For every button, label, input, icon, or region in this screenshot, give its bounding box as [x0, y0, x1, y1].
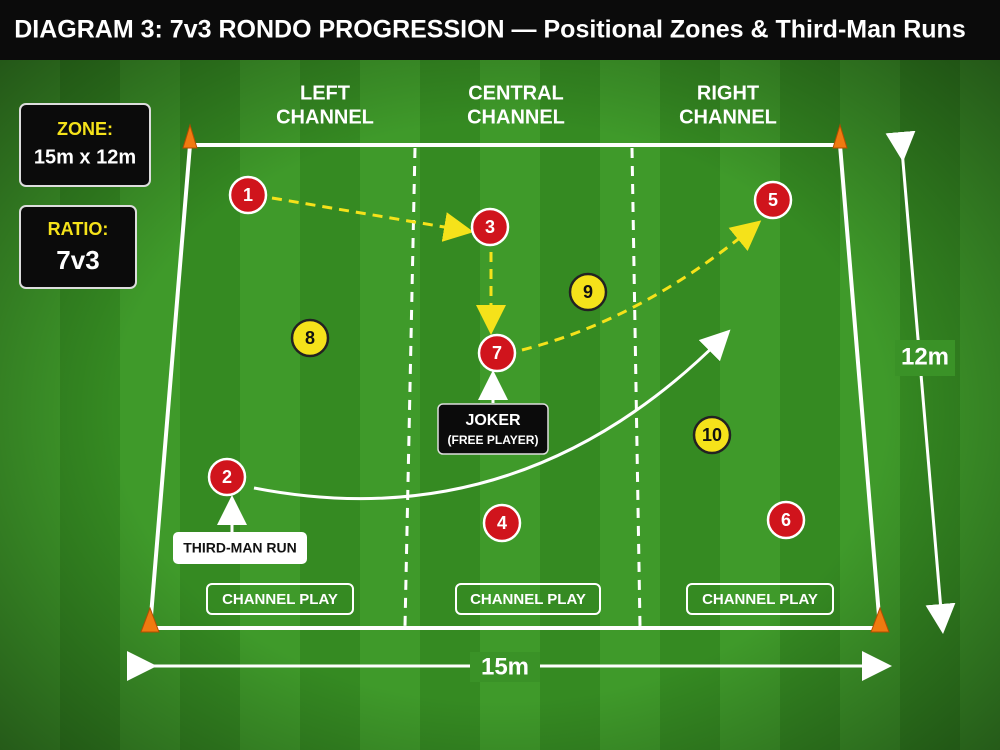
player-token — [228, 175, 268, 215]
player-token — [568, 272, 608, 312]
player-label: 7 — [492, 343, 502, 363]
player-token — [470, 207, 510, 247]
player-token — [207, 457, 247, 497]
channel-label: CENTRAL — [468, 82, 564, 104]
player-label: 2 — [222, 467, 232, 487]
info-box: ZONE: 15m x 12m — [19, 103, 151, 187]
channel-label: CHANNEL — [276, 106, 374, 128]
player-token — [692, 415, 732, 455]
third-man-box — [173, 532, 307, 564]
info-value: 7v3 — [56, 245, 99, 275]
channel-footer-box — [206, 583, 354, 615]
dimension-bg — [895, 340, 955, 376]
player-token — [477, 333, 517, 373]
channel-footer-box — [455, 583, 601, 615]
info-label: ZONE: — [57, 119, 113, 139]
joker-box — [437, 403, 549, 455]
channel-label: CHANNEL — [679, 106, 777, 128]
player-token — [766, 500, 806, 540]
dimension-bg — [470, 652, 540, 682]
channel-label: CHANNEL — [467, 106, 565, 128]
channel-label: LEFT — [300, 82, 350, 104]
player-label: 6 — [781, 510, 791, 530]
channel-label: RIGHT — [697, 82, 759, 104]
channel-footer: CHANNEL PLAY — [702, 591, 818, 608]
channel-footer: CHANNEL PLAY — [470, 591, 586, 608]
third-man-label: THIRD-MAN RUN — [183, 540, 297, 556]
player-label: 3 — [485, 217, 495, 237]
channel-footer-box — [686, 583, 834, 615]
title-bar — [0, 0, 1000, 60]
player-label: 9 — [583, 282, 593, 302]
player-label: 4 — [497, 513, 507, 533]
run-arrow — [253, 329, 731, 501]
player-token — [753, 180, 793, 220]
length-label: 12m — [901, 343, 949, 370]
pass-arrows — [271, 196, 762, 352]
player-label: 5 — [768, 190, 778, 210]
joker-label: JOKER — [465, 412, 521, 429]
joker-sub: (FREE PLAYER) — [448, 433, 539, 447]
info-box: RATIO: 7v3 — [19, 205, 137, 289]
player-token — [290, 318, 330, 358]
channel-footer: CHANNEL PLAY — [222, 591, 338, 608]
info-value: 15m x 12m — [34, 146, 136, 168]
player-label: 10 — [702, 425, 722, 445]
player-label: 1 — [243, 185, 253, 205]
player-label: 8 — [305, 328, 315, 348]
info-label: RATIO: — [48, 219, 109, 239]
title: DIAGRAM 3: 7v3 RONDO PROGRESSION — Posit… — [14, 16, 965, 44]
player-token — [482, 503, 522, 543]
cones — [140, 123, 890, 633]
width-label: 15m — [481, 653, 529, 680]
